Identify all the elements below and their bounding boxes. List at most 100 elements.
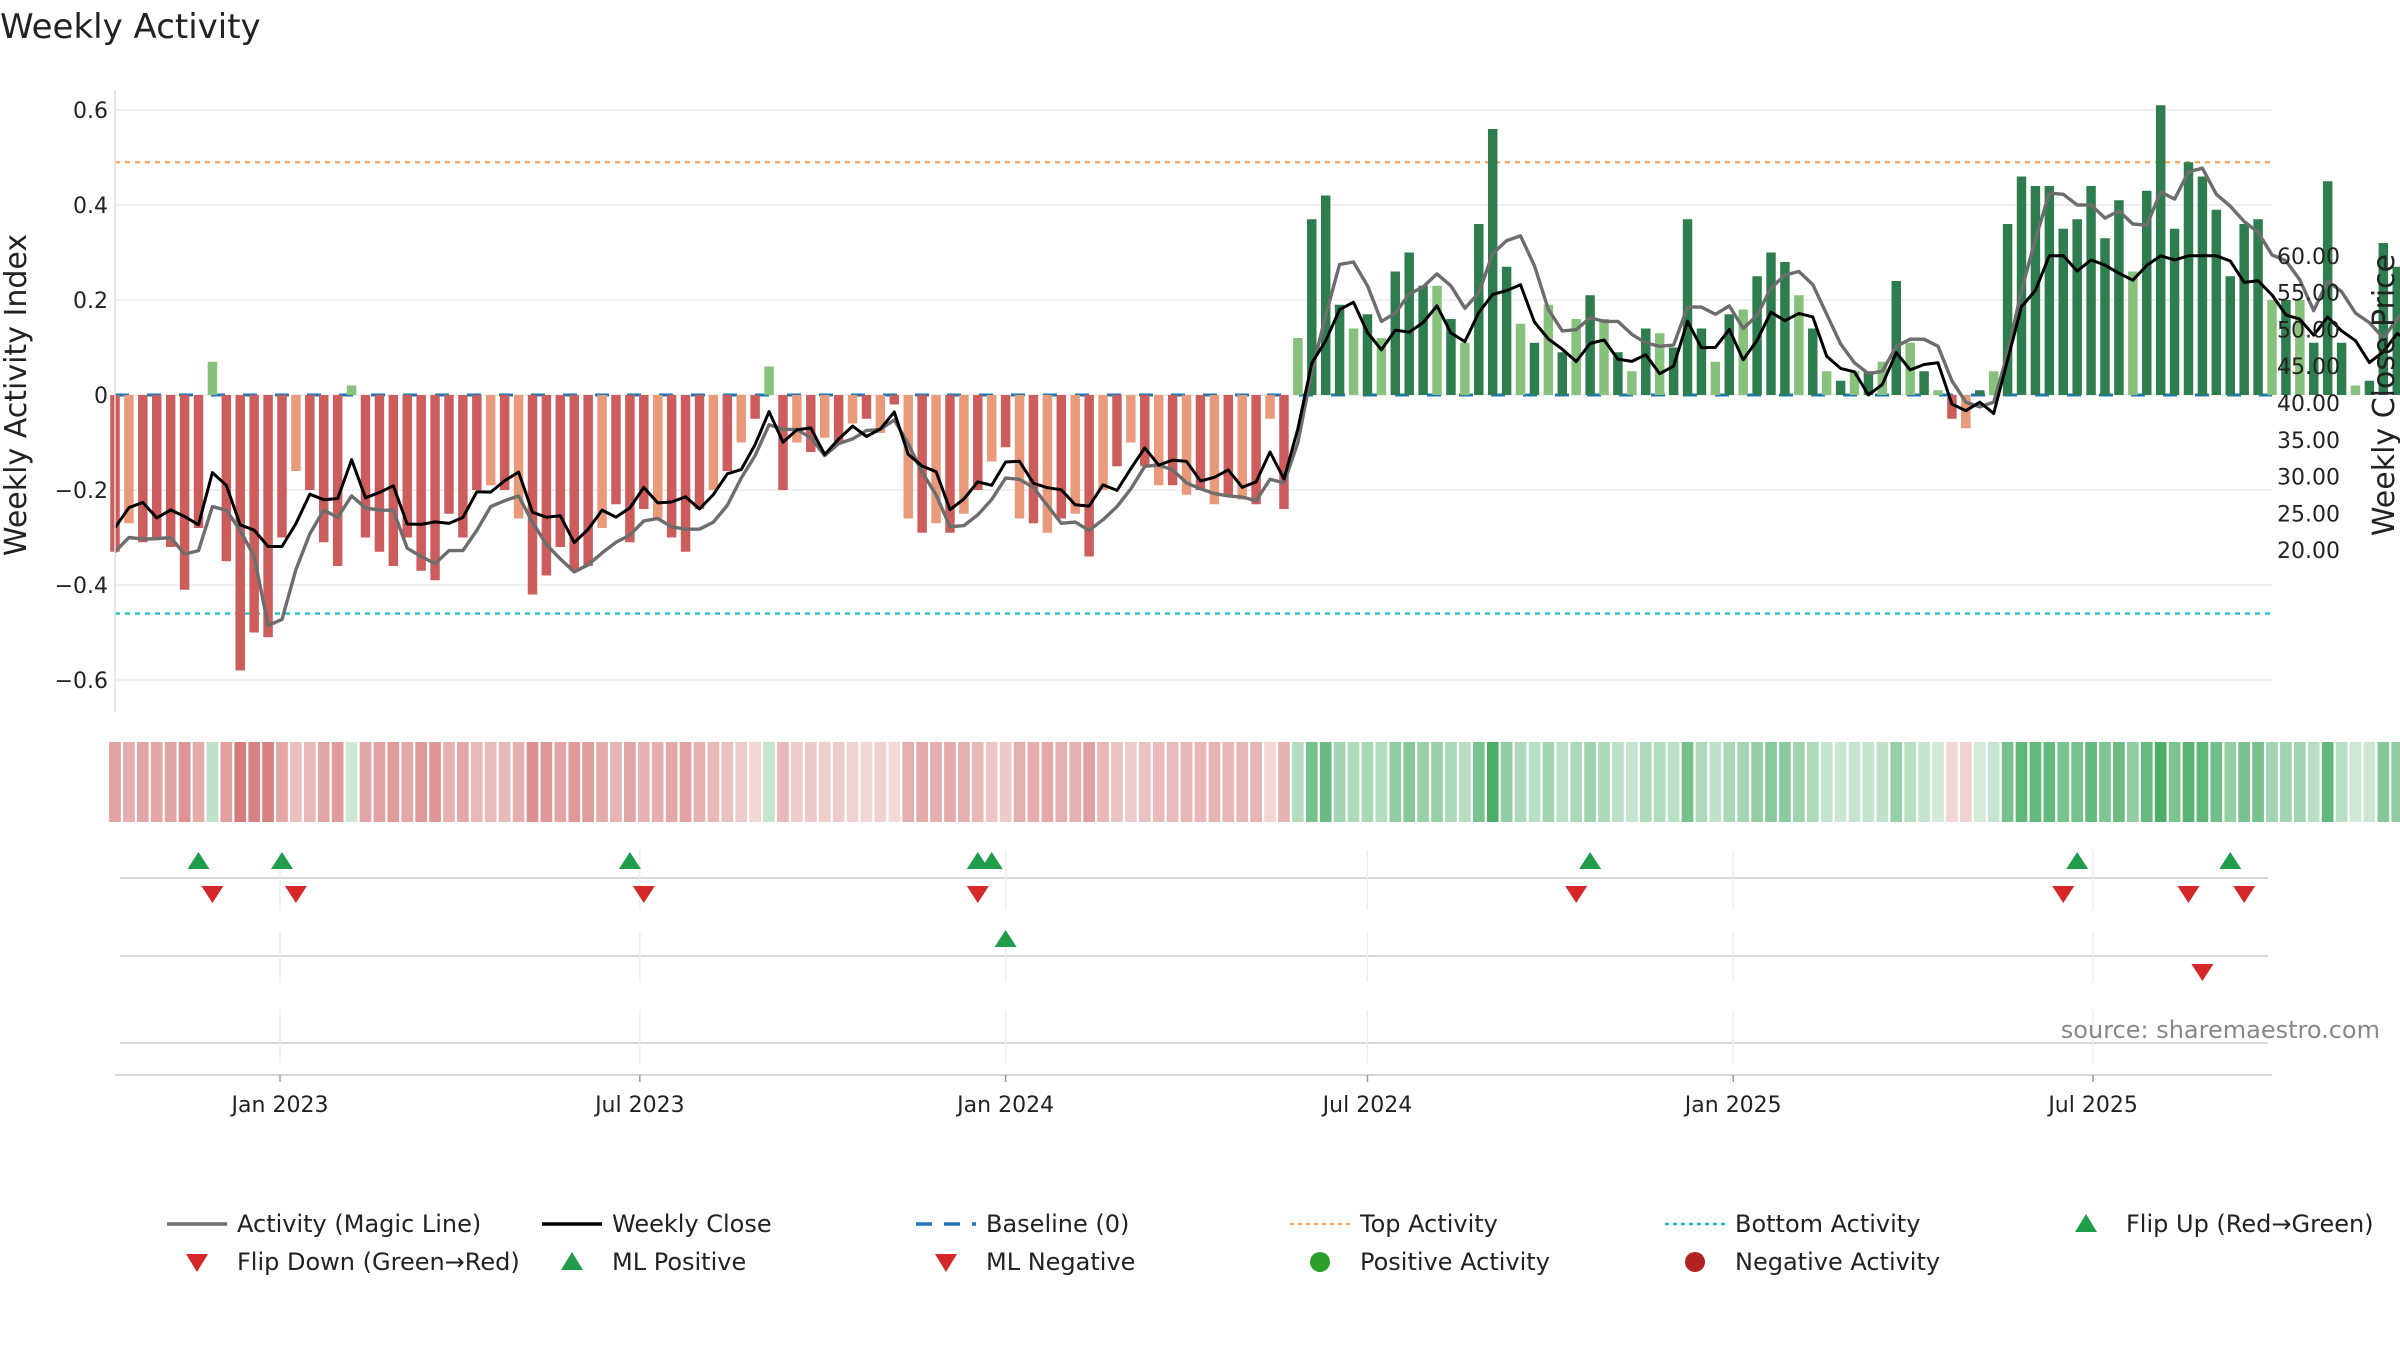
- activity-bar: [1835, 380, 1846, 395]
- legend-item: Activity (Magic Line): [237, 1210, 481, 1238]
- heat-cell: [1779, 742, 1791, 822]
- y-tick-left: 0.6: [73, 99, 108, 124]
- heat-cell: [2349, 742, 2362, 822]
- heat-cell: [1292, 742, 1304, 822]
- legend-swatch-up: [2075, 1214, 2097, 1232]
- heat-cell: [1264, 742, 1276, 822]
- activity-bar: [875, 395, 886, 433]
- activity-bar: [374, 395, 385, 552]
- activity-bar: [2253, 219, 2263, 395]
- heat-cell: [791, 742, 803, 822]
- activity-bar: [319, 395, 329, 543]
- activity-bar: [388, 395, 399, 566]
- activity-heat-strip: [109, 742, 2400, 822]
- activity-bar: [2267, 300, 2277, 395]
- heat-cell: [1876, 742, 1889, 822]
- heat-cell: [1459, 742, 1471, 822]
- x-tick-label: Jan 2025: [1683, 1093, 1782, 1118]
- heat-cell: [1751, 742, 1763, 822]
- heat-cell: [999, 742, 1012, 822]
- activity-bar: [917, 395, 927, 533]
- activity-bars: [110, 105, 2400, 671]
- activity-bar: [2295, 300, 2305, 395]
- activity-bar: [1348, 328, 1359, 395]
- activity-bar: [1181, 395, 1192, 495]
- heat-cell: [164, 742, 177, 822]
- heat-cell: [777, 742, 789, 822]
- heat-cell: [2238, 742, 2251, 822]
- heat-cell: [749, 742, 761, 822]
- heat-cell: [1806, 742, 1819, 822]
- heat-cell: [1250, 742, 1262, 822]
- activity-bar: [1515, 323, 1526, 395]
- activity-bar: [1098, 395, 1108, 490]
- activity-bar: [193, 395, 204, 528]
- activity-bar: [1863, 371, 1874, 395]
- heat-cell: [303, 742, 316, 822]
- activity-bar: [1543, 304, 1554, 395]
- activity-bar: [1112, 395, 1122, 467]
- heat-cell: [1013, 742, 1026, 822]
- heat-cell: [1653, 742, 1666, 822]
- heat-cell: [735, 742, 748, 822]
- heat-cell: [1612, 742, 1624, 822]
- activity-bar: [625, 395, 635, 543]
- activity-bar: [1821, 371, 1832, 395]
- heat-cell: [1932, 742, 1944, 822]
- heat-cell: [1152, 742, 1165, 822]
- legend-swatch-down: [186, 1254, 208, 1272]
- legend-swatch-up: [561, 1252, 583, 1270]
- heat-cell: [1083, 742, 1095, 822]
- flip-up-marker: [2066, 852, 2089, 869]
- activity-bar: [1710, 361, 1721, 395]
- heat-cell: [763, 742, 775, 822]
- activity-bar: [527, 395, 538, 595]
- activity-bar: [2197, 176, 2208, 395]
- activity-bar: [1641, 328, 1651, 395]
- heat-cell: [916, 742, 928, 822]
- heat-cell: [721, 742, 734, 822]
- heat-cell: [596, 742, 608, 822]
- heat-cell: [1514, 742, 1527, 822]
- heat-cell: [902, 742, 915, 822]
- heat-cell: [832, 742, 845, 822]
- y-tick-right: 40.00: [2277, 392, 2340, 417]
- activity-bar: [833, 395, 844, 443]
- activity-bar: [179, 395, 190, 590]
- activity-bar: [1251, 395, 1261, 505]
- heat-cell: [2043, 742, 2056, 822]
- activity-bar: [486, 395, 496, 486]
- heat-cell: [1848, 742, 1861, 822]
- heat-cell: [136, 742, 149, 822]
- chart-title: Weekly Activity: [0, 7, 261, 47]
- activity-bar: [1766, 252, 1776, 395]
- heat-cell: [1946, 742, 1958, 822]
- heat-cell: [1918, 742, 1930, 822]
- heat-cell: [1417, 742, 1429, 822]
- heat-cell: [345, 742, 358, 822]
- heat-cell: [846, 742, 859, 822]
- y-tick-left: −0.2: [55, 479, 108, 504]
- heat-cell: [248, 742, 261, 822]
- heat-cell: [2126, 742, 2139, 822]
- heat-cell: [2280, 742, 2292, 822]
- activity-bar: [931, 395, 941, 524]
- activity-bar: [1947, 395, 1957, 419]
- heat-cell: [192, 742, 205, 822]
- heat-cell: [971, 742, 984, 822]
- x-tick-label: Jul 2023: [593, 1093, 685, 1118]
- activity-bar: [1668, 347, 1679, 395]
- activity-bar: [1223, 395, 1234, 495]
- activity-bar: [555, 395, 566, 547]
- heat-cell: [860, 742, 873, 822]
- legend-item: Baseline (0): [986, 1210, 1129, 1238]
- axes: 0.6 0.4 0.2 0 −0.2 −0.4 −0.6 60.00 55.00 50.00 45.…: [55, 90, 2340, 712]
- heat-cell: [1347, 742, 1360, 822]
- activity-bar: [903, 395, 913, 519]
- heat-cell: [1138, 742, 1151, 822]
- heat-cell: [317, 742, 330, 822]
- heat-cell: [1820, 742, 1833, 822]
- activity-bar: [1627, 371, 1637, 395]
- heat-cell: [1862, 742, 1875, 822]
- y-tick-left: 0.4: [73, 194, 108, 219]
